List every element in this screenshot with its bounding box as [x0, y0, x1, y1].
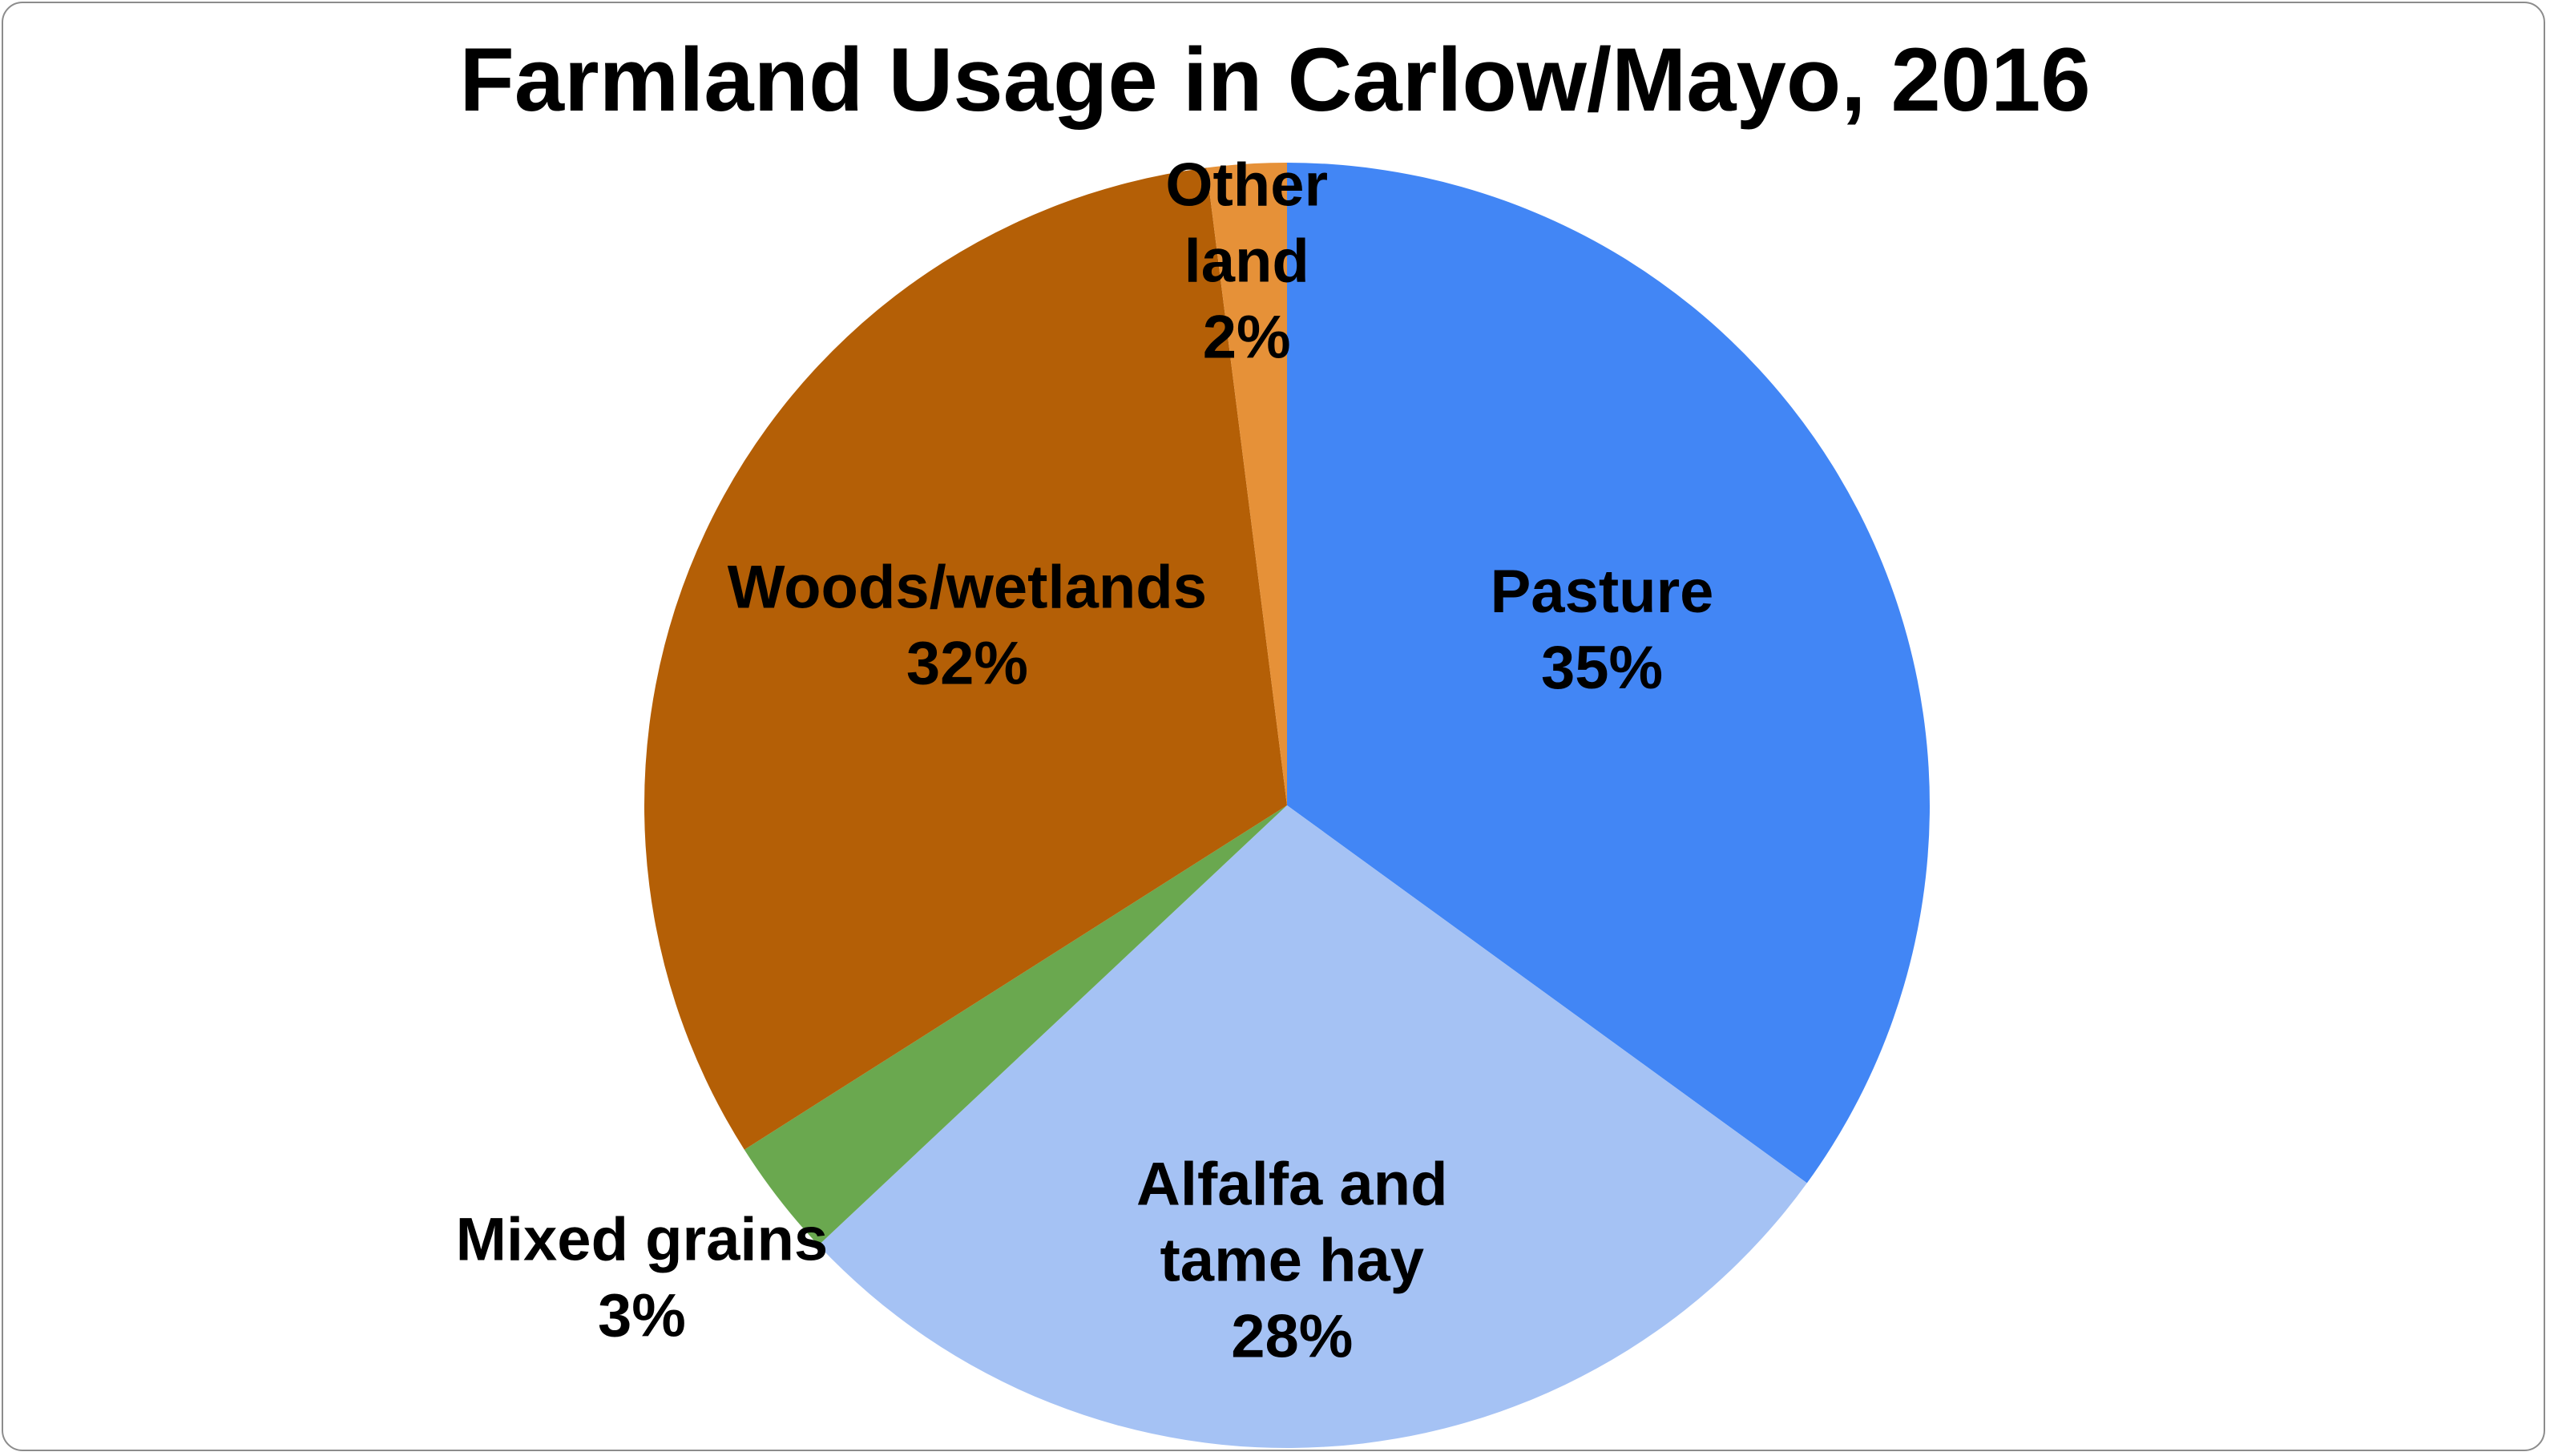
- slice-label-other-land: Other land 2%: [1165, 151, 1328, 372]
- slice-label-pasture: Pasture 35%: [1491, 558, 1714, 702]
- slice-percent-label: 35%: [1541, 634, 1663, 702]
- slice-name-label: Other: [1165, 151, 1328, 220]
- pie-slice-woods-wetlands: [644, 167, 1287, 1150]
- slice-name-label: tame hay: [1160, 1226, 1425, 1294]
- pie-slices: [644, 163, 1930, 1448]
- slice-label-woods-wetlands: Woods/wetlands 32%: [728, 554, 1207, 698]
- slice-name-label: Pasture: [1491, 558, 1714, 626]
- slice-name-label: land: [1184, 228, 1309, 296]
- slice-label-mixed-grains: Mixed grains 3%: [456, 1206, 829, 1350]
- slice-name-label: Mixed grains: [456, 1206, 829, 1274]
- pie-slice-alfalfa-and-tame-hay: [818, 805, 1807, 1448]
- slice-percent-label: 32%: [906, 630, 1028, 698]
- pie-slice-pasture: [1287, 163, 1930, 1184]
- chart-title: Farmland Usage in Carlow/Mayo, 2016: [459, 30, 2090, 130]
- slice-name-label: Alfalfa and: [1136, 1150, 1448, 1218]
- slice-label-alfalfa-and-tame-hay: Alfalfa and tame hay 28%: [1136, 1150, 1448, 1370]
- pie-slice-other-land: [1206, 163, 1287, 805]
- pie-labels: Pasture 35% Alfalfa and tame hay 28% Mixed gr…: [456, 151, 1714, 1371]
- slice-percent-label: 3%: [598, 1282, 686, 1350]
- slice-name-label: Woods/wetlands: [728, 554, 1207, 622]
- slice-percent-label: 2%: [1203, 304, 1291, 372]
- slice-percent-label: 28%: [1231, 1302, 1353, 1370]
- pie-slice-mixed-grains: [744, 805, 1287, 1246]
